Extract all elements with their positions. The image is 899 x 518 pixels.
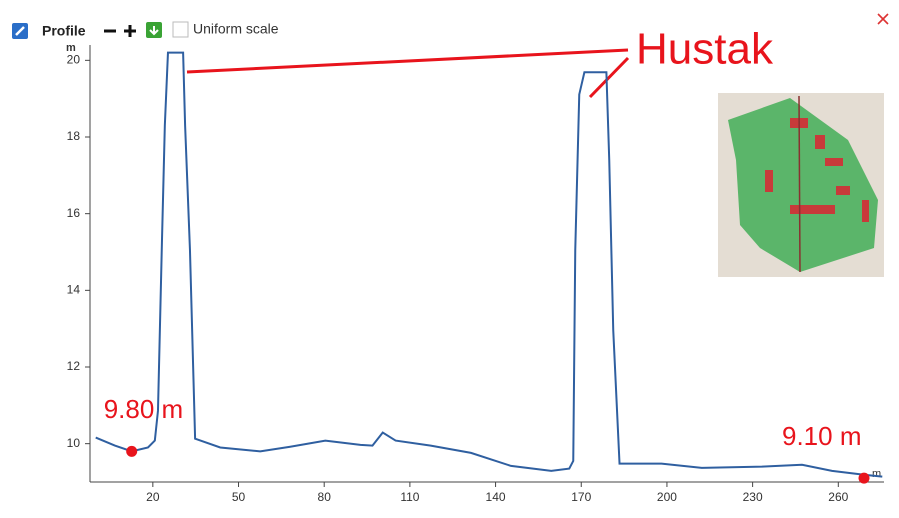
y-tick-label: 16 xyxy=(67,206,81,220)
y-tick-label: 18 xyxy=(67,129,81,143)
endpoint-label: 9.10 m xyxy=(782,421,862,451)
x-tick-label: 260 xyxy=(828,490,848,504)
close[interactable] xyxy=(878,14,888,24)
page: {"toolbar": {"title": "Profile", "unifor… xyxy=(0,0,899,513)
y-tick-label: 12 xyxy=(67,359,81,373)
x-tick-label: 80 xyxy=(318,490,332,504)
toolbar-title: Profile xyxy=(42,23,86,39)
x-tick-label: 200 xyxy=(657,490,677,504)
annotation: Hustak xyxy=(636,25,774,74)
checkbox-label[interactable]: Uniform scale xyxy=(193,21,279,37)
endpoint-marker xyxy=(126,446,137,457)
endpoint-marker xyxy=(859,473,870,484)
x-tick-label: 170 xyxy=(571,490,591,504)
y-tick-label: 14 xyxy=(67,283,81,297)
annotation-line xyxy=(590,58,628,97)
x-tick-label: 50 xyxy=(232,490,246,504)
x-tick-label: 140 xyxy=(486,490,506,504)
chart: Profile Uniform scale m m Hustak 1012141… xyxy=(0,0,899,513)
y-tick-label: 20 xyxy=(67,53,81,67)
x-tick-label: 230 xyxy=(743,490,763,504)
x-unit: m xyxy=(872,468,881,480)
y-tick-label: 10 xyxy=(67,436,81,450)
x-tick-label: 20 xyxy=(146,490,160,504)
annotation-line xyxy=(187,50,628,72)
checkbox[interactable] xyxy=(173,22,188,37)
map-thumbnail xyxy=(718,93,884,277)
endpoint-label: 9.80 m xyxy=(104,394,184,424)
x-tick-label: 110 xyxy=(400,490,419,504)
